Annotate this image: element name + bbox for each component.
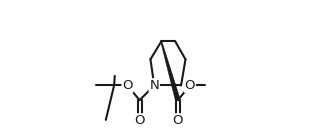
Text: O: O xyxy=(134,114,145,127)
Text: O: O xyxy=(172,114,183,127)
Text: O: O xyxy=(185,79,195,92)
Polygon shape xyxy=(161,41,180,101)
Text: N: N xyxy=(149,79,159,92)
Text: O: O xyxy=(122,79,133,92)
